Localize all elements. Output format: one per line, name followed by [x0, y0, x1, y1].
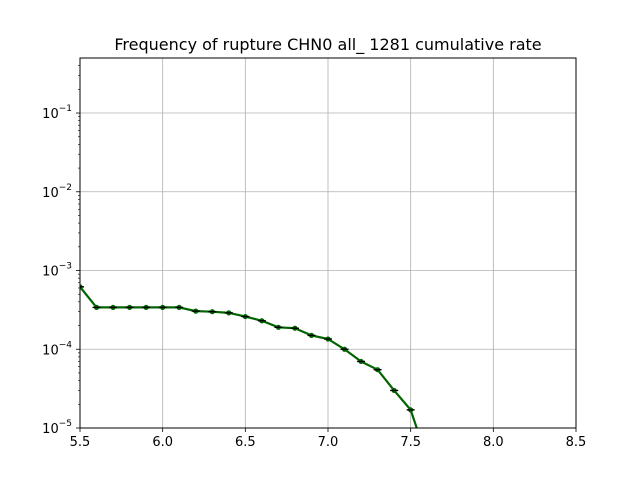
x-tick-label: 7.5 [400, 435, 421, 450]
x-tick-label: 8.0 [483, 435, 504, 450]
x-tick-label: 7.0 [318, 435, 339, 450]
series-layer [80, 284, 418, 428]
y-tick-label: 10−2 [42, 183, 72, 201]
y-tick-label: 10−3 [42, 262, 72, 280]
x-tick-label: 5.5 [70, 435, 91, 450]
y-tick-label: 10−4 [42, 340, 72, 358]
ticks: 5.5 6.0 6.5 7.0 7.5 8.0 8.5 10−5 10−4 10−3 10−2 10−… [42, 65, 587, 450]
series-line [80, 286, 418, 428]
grid [80, 58, 576, 428]
x-tick-label: 6.5 [235, 435, 256, 450]
y-tick-label: 10−1 [42, 104, 72, 122]
x-tick-label: 6.0 [152, 435, 173, 450]
x-tick-label: 8.5 [566, 435, 587, 450]
chart-title: Frequency of rupture CHN0 all_ 1281 cumu… [114, 35, 541, 55]
y-tick-label: 10−5 [42, 419, 72, 437]
